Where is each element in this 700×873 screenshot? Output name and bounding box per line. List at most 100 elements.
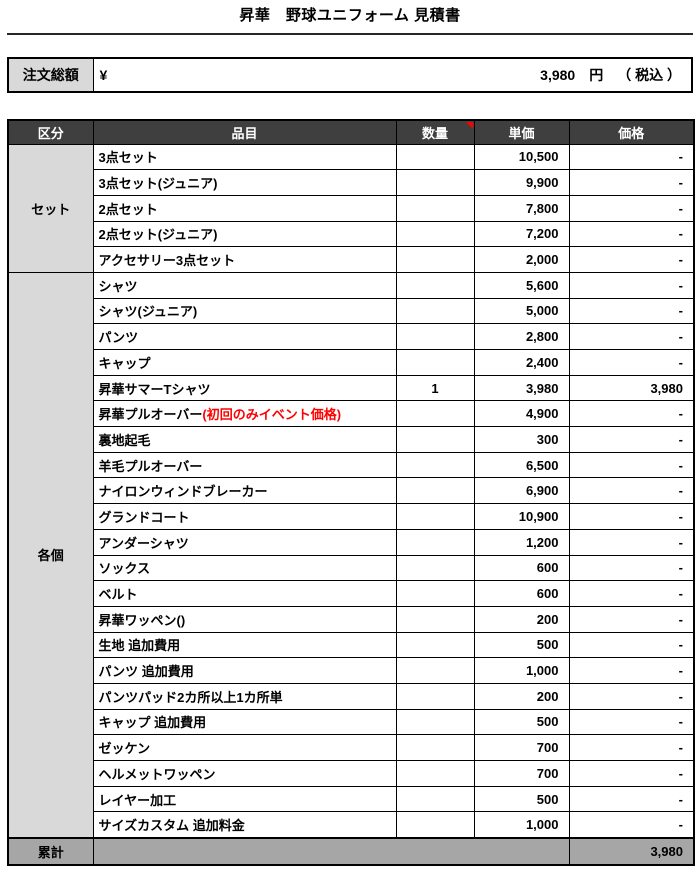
item-name-cell: ベルト — [92, 580, 397, 607]
table-row: パンツ 2,800- — [8, 323, 695, 350]
unit-price-cell: 3,980 — [473, 374, 570, 402]
item-name-cell: 2点セット(ジュニア) — [92, 220, 397, 248]
table-body: セット 3点セット 10,500-3点セット(ジュニア) 9,900-2点セット 7,8… — [7, 143, 695, 839]
item-name: 2点セット(ジュニア) — [98, 227, 218, 243]
quantity-cell[interactable] — [395, 451, 475, 479]
unit-price-cell: 2,800 — [473, 323, 570, 350]
item-name: シャツ(ジュニア) — [98, 304, 198, 320]
quotation-table: 区分 品目 数量 単価 価格 セット 3点セット 10,500-3点セット(ジュニア… — [7, 119, 695, 866]
item-name: 羊毛プルオーバー — [98, 458, 203, 474]
quantity-cell[interactable] — [395, 426, 475, 453]
header-unit-price: 単価 — [473, 119, 570, 145]
quantity-cell[interactable] — [395, 528, 475, 556]
quantity-cell[interactable] — [395, 246, 475, 273]
price-cell: - — [568, 528, 695, 556]
unit-price-cell: 5,000 — [473, 297, 570, 325]
item-name-cell: 生地 追加費用 — [92, 631, 397, 659]
footer-total-value: 3,980 — [568, 836, 695, 866]
quantity-cell[interactable] — [395, 323, 475, 350]
item-name: 2点セット — [98, 201, 158, 217]
table-row: キャップ 追加費用 500- — [8, 708, 695, 736]
item-name-cell: 裏地起毛 — [92, 426, 397, 453]
item-name: 3点セット — [98, 150, 158, 166]
unit-price-cell: 600 — [473, 554, 570, 582]
footer-total-label: 累計 — [7, 836, 94, 866]
quantity-cell[interactable] — [395, 169, 475, 196]
quantity-cell[interactable] — [395, 271, 475, 299]
quantity-cell[interactable] — [395, 194, 475, 222]
price-cell: - — [568, 785, 695, 813]
quantity-cell[interactable] — [395, 143, 475, 171]
item-name-cell: 昇華サマーTシャツ — [92, 374, 397, 402]
price-cell: - — [568, 426, 695, 453]
unit-price-cell: 1,000 — [473, 657, 570, 684]
price-cell: - — [568, 760, 695, 787]
order-total-row: 注文総額 ¥ 3,980 円 （ 税込 ） — [7, 57, 693, 93]
price-cell: - — [568, 297, 695, 325]
unit-price-cell: 200 — [473, 605, 570, 633]
price-cell: - — [568, 271, 695, 299]
quantity-cell[interactable] — [395, 554, 475, 582]
quantity-cell[interactable] — [395, 631, 475, 659]
unit-price-cell: 200 — [473, 682, 570, 710]
item-name-cell: 昇華ワッペン() — [92, 605, 397, 633]
item-name-cell: パンツ 追加費用 — [92, 657, 397, 684]
item-name-cell: キャップ — [92, 349, 397, 376]
item-name-cell: 3点セット — [92, 143, 397, 171]
item-name: 昇華プルオーバー — [98, 407, 203, 423]
quantity-cell[interactable] — [395, 580, 475, 607]
table-row: レイヤー加工 500- — [8, 785, 695, 813]
quantity-cell[interactable] — [395, 734, 475, 761]
unit-price-cell: 6,500 — [473, 451, 570, 479]
order-total-tax-note: （ 税込 ） — [617, 67, 681, 83]
price-cell: - — [568, 708, 695, 736]
table-header: 区分 品目 数量 単価 価格 — [7, 119, 695, 145]
quantity-cell[interactable] — [395, 811, 475, 839]
item-name: パンツ 追加費用 — [98, 664, 194, 680]
item-name: アクセサリー3点セット — [98, 253, 236, 269]
table-row: ソックス 600- — [8, 554, 695, 582]
quantity-cell[interactable] — [395, 220, 475, 248]
category-cell-set: セット — [7, 143, 94, 273]
price-cell: 3,980 — [568, 374, 695, 402]
quantity-cell[interactable] — [395, 477, 475, 505]
unit-price-cell: 10,900 — [473, 503, 570, 530]
item-name: グランドコート — [98, 509, 190, 525]
quantity-cell[interactable] — [395, 605, 475, 633]
price-cell: - — [568, 503, 695, 530]
table-row: サイズカスタム 追加料金 1,000- — [8, 811, 695, 839]
unit-price-cell: 9,900 — [473, 169, 570, 196]
price-cell: - — [568, 194, 695, 222]
price-cell: - — [568, 811, 695, 839]
quantity-cell[interactable] — [395, 785, 475, 813]
table-row: 裏地起毛 300- — [8, 426, 695, 453]
table-row: 生地 追加費用 500- — [8, 631, 695, 659]
table-row: 昇華サマーTシャツ 1 3,980 3,980 — [8, 374, 695, 402]
item-name-cell: 昇華プルオーバー(初回のみイベント価格) — [92, 400, 397, 428]
item-name-cell: 羊毛プルオーバー — [92, 451, 397, 479]
order-total-table: 注文総額 ¥ 3,980 円 （ 税込 ） — [7, 57, 693, 93]
item-note-red: (初回のみイベント価格) — [202, 407, 342, 423]
table-row: アンダーシャツ 1,200- — [8, 528, 695, 556]
item-name-cell: アクセサリー3点セット — [92, 246, 397, 273]
unit-price-cell: 300 — [473, 426, 570, 453]
quantity-cell[interactable] — [395, 708, 475, 736]
quantity-cell[interactable] — [395, 503, 475, 530]
quantity-cell[interactable] — [395, 349, 475, 376]
unit-price-cell: 2,400 — [473, 349, 570, 376]
header-category: 区分 — [7, 119, 94, 145]
unit-price-cell: 6,900 — [473, 477, 570, 505]
item-name-cell: シャツ — [92, 271, 397, 299]
unit-price-cell: 4,900 — [473, 400, 570, 428]
item-name: アンダーシャツ — [98, 535, 189, 551]
quantity-cell[interactable] — [395, 297, 475, 325]
quantity-cell[interactable] — [395, 682, 475, 710]
unit-price-cell: 500 — [473, 708, 570, 736]
price-cell: - — [568, 143, 695, 171]
quantity-cell[interactable]: 1 — [395, 374, 475, 402]
item-name-cell: キャップ 追加費用 — [92, 708, 397, 736]
quantity-cell[interactable] — [395, 400, 475, 428]
quantity-cell[interactable] — [395, 760, 475, 787]
quantity-cell[interactable] — [395, 657, 475, 684]
table-row: パンツパッド2カ所以上1カ所単 200- — [8, 682, 695, 710]
